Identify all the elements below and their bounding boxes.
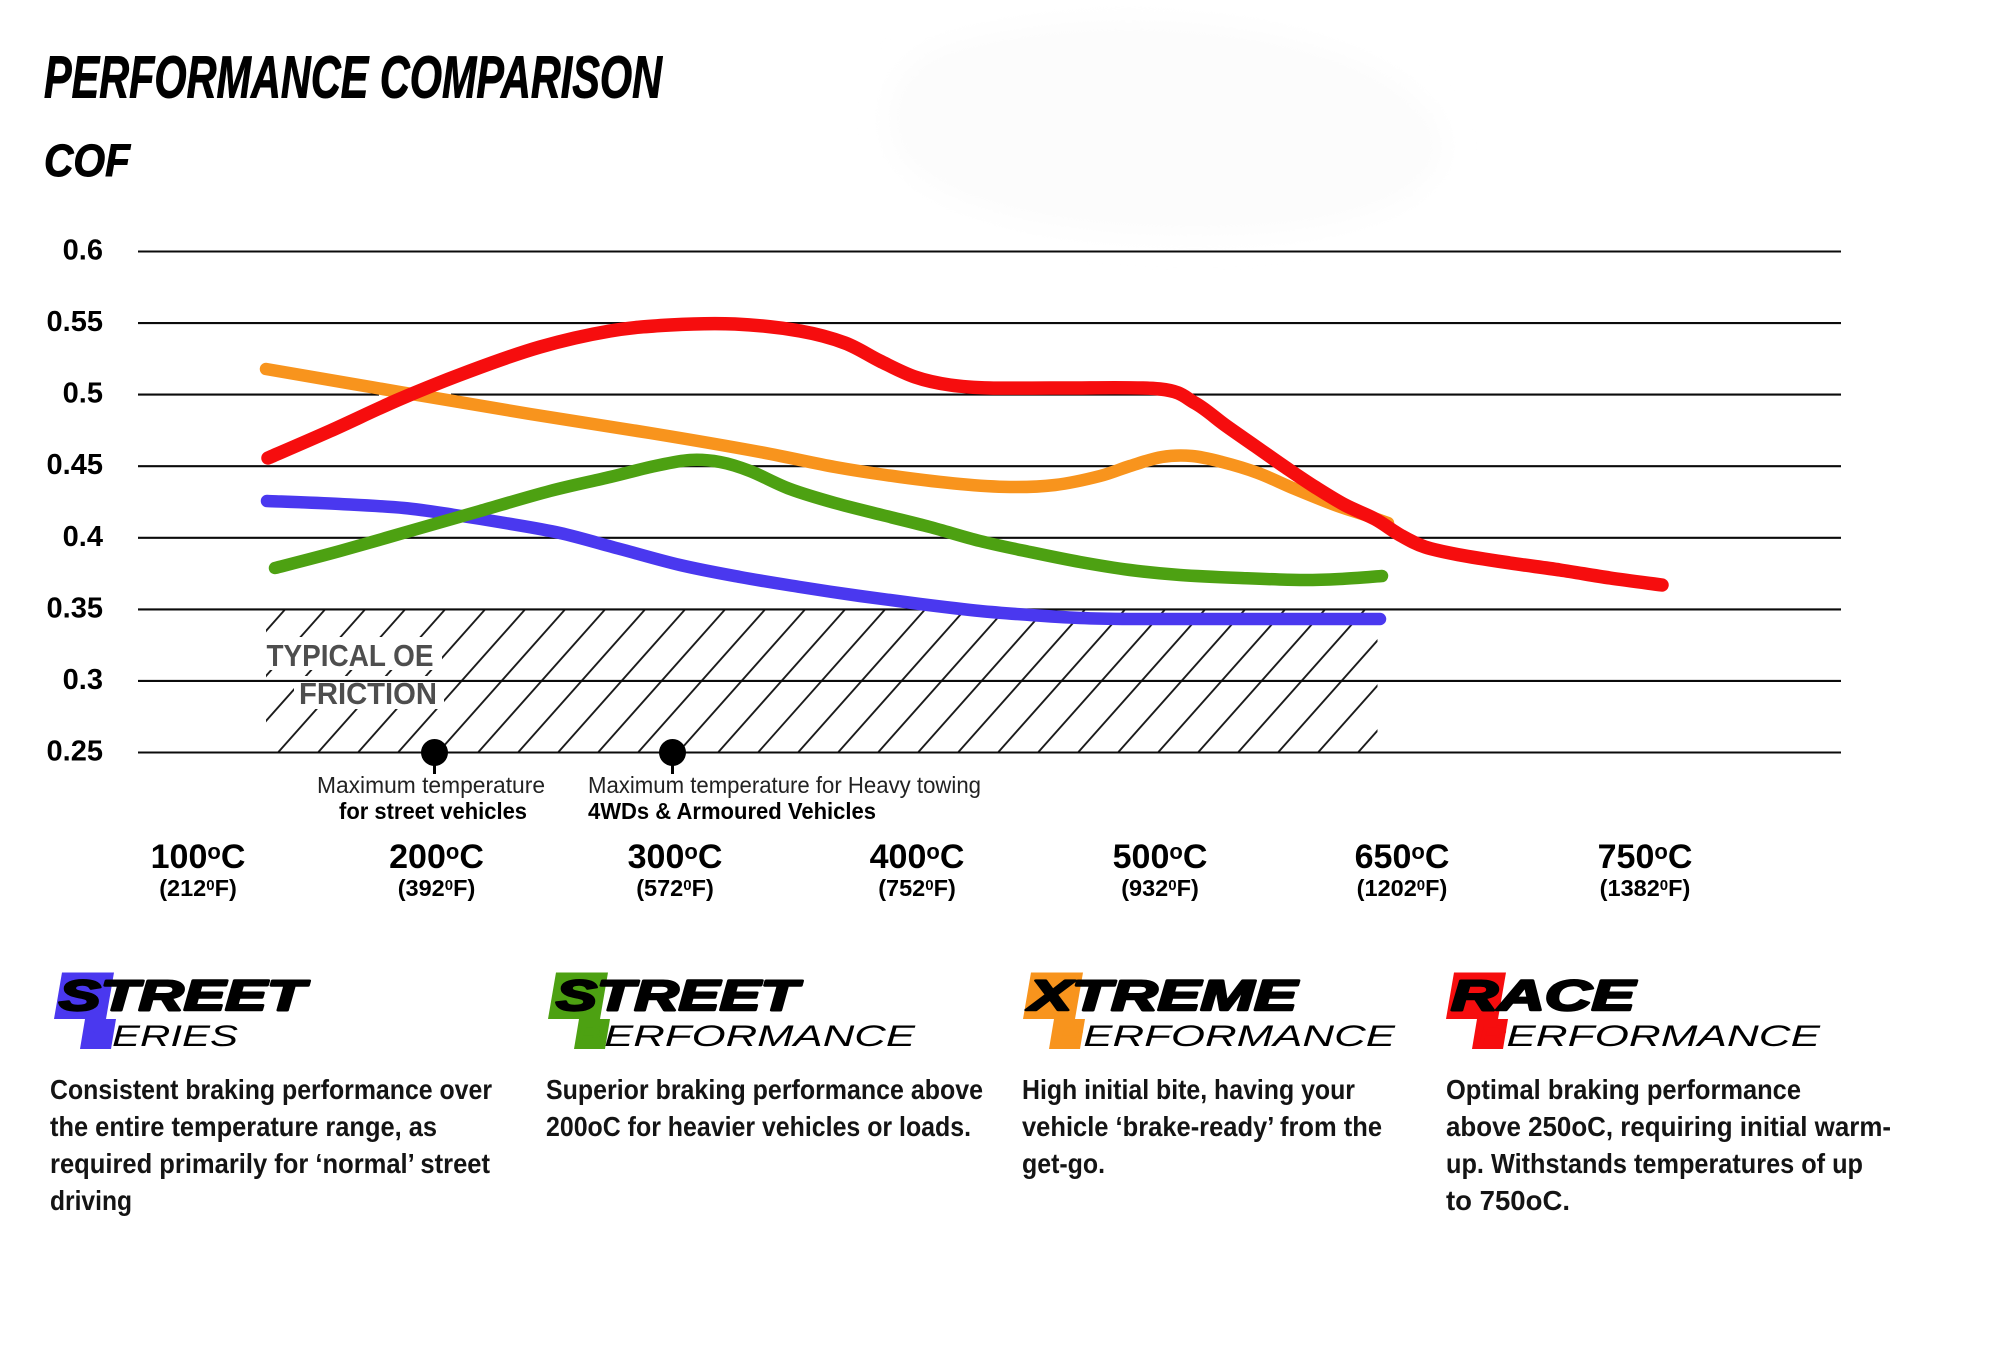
- svg-text:200oC for heavier vehicles or: 200oC for heavier vehicles or loads.: [546, 1111, 971, 1142]
- svg-text:0.4: 0.4: [63, 521, 103, 553]
- svg-text:0.55: 0.55: [47, 306, 103, 338]
- svg-text:(5720F): (5720F): [636, 875, 714, 901]
- svg-text:PERFORMANCE COMPARISON: PERFORMANCE COMPARISON: [44, 45, 663, 111]
- svg-text:driving: driving: [50, 1185, 132, 1216]
- svg-text:RACE: RACE: [1451, 972, 1637, 1020]
- svg-text:to 750oC.: to 750oC.: [1446, 1185, 1570, 1216]
- svg-text:(13820F): (13820F): [1600, 875, 1691, 901]
- svg-text:0.3: 0.3: [63, 664, 103, 696]
- svg-text:PERFORMANCE: P ERFORMANCE: [575, 1020, 916, 1053]
- svg-text:PERFORMANCE: P ERFORMANCE: [1054, 1020, 1396, 1053]
- svg-text:TYPICAL OE: TYPICAL OE: [267, 638, 434, 673]
- svg-text:750oC: 750oC: [1598, 838, 1693, 876]
- svg-text:(7520F): (7520F): [878, 875, 956, 901]
- svg-text:400oC: 400oC: [870, 838, 965, 876]
- svg-text:650oC: 650oC: [1355, 838, 1450, 876]
- svg-text:STREET: STREET: [556, 972, 803, 1020]
- svg-text:0.5: 0.5: [63, 378, 103, 410]
- svg-text:100oC: 100oC: [151, 838, 246, 876]
- svg-text:(3920F): (3920F): [398, 875, 476, 901]
- svg-text:get-go.: get-go.: [1022, 1148, 1105, 1179]
- svg-text:Optimal braking performance: Optimal braking performance: [1446, 1074, 1801, 1105]
- svg-text:for street vehicles: for street vehicles: [339, 798, 527, 824]
- svg-text:4WDs & Armoured Vehicles: 4WDs & Armoured Vehicles: [588, 798, 876, 824]
- svg-text:Consistent braking performance: Consistent braking performance over: [50, 1074, 492, 1105]
- svg-text:XTREME: XTREME: [1026, 972, 1299, 1020]
- svg-text:0.25: 0.25: [47, 736, 103, 768]
- svg-text:500oC: 500oC: [1113, 838, 1208, 876]
- svg-text:the entire temperature range,: the entire temperature range, as: [50, 1111, 437, 1142]
- svg-text:PERFORMANCE: P ERFORMANCE: [1477, 1020, 1821, 1053]
- svg-text:0.6: 0.6: [63, 235, 103, 267]
- svg-text:STREET: STREET: [59, 972, 310, 1020]
- svg-text:vehicle ‘brake-ready’ from the: vehicle ‘brake-ready’ from the: [1022, 1111, 1382, 1142]
- svg-text:COF: COF: [44, 135, 131, 186]
- svg-text:required primarily for ‘normal: required primarily for ‘normal’ street: [50, 1148, 490, 1179]
- svg-text:0.45: 0.45: [47, 449, 103, 481]
- svg-text:300oC: 300oC: [628, 838, 723, 876]
- svg-text:Maximum temperature: Maximum temperature: [317, 772, 545, 798]
- svg-text:(12020F): (12020F): [1357, 875, 1448, 901]
- svg-text:up. Withstands temperatures of: up. Withstands temperatures of up: [1446, 1148, 1863, 1179]
- svg-text:FRICTION: FRICTION: [299, 676, 437, 711]
- svg-text:(9320F): (9320F): [1121, 875, 1199, 901]
- svg-text:0.35: 0.35: [47, 592, 103, 624]
- svg-text:above 250oC, requiring initial: above 250oC, requiring initial warm-: [1446, 1111, 1891, 1142]
- svg-text:Maximum temperature for Heavy: Maximum temperature for Heavy towing: [588, 772, 981, 798]
- svg-text:(2120F): (2120F): [159, 875, 237, 901]
- svg-text:Superior braking performance a: Superior braking performance above: [546, 1074, 983, 1105]
- svg-text:200oC: 200oC: [389, 838, 484, 876]
- svg-text:High initial bite, having your: High initial bite, having your: [1022, 1074, 1355, 1105]
